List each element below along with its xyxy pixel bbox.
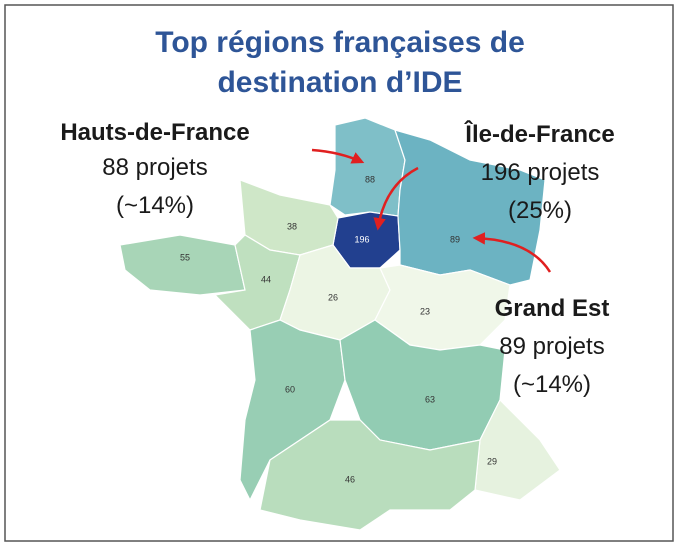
callout-line: 196 projets — [481, 159, 600, 186]
callout-line: (~14%) — [116, 192, 194, 219]
callout-name: Grand Est — [495, 295, 610, 322]
map: 88 196 89 38 55 44 26 23 60 63 29 46 — [119, 117, 561, 531]
region — [119, 234, 246, 296]
region-value: 63 — [425, 394, 435, 404]
region — [259, 419, 481, 531]
region-value: 55 — [180, 252, 190, 262]
region — [329, 117, 406, 217]
callout-name: Île-de-France — [464, 120, 614, 148]
region-value: 29 — [487, 456, 497, 466]
region-value: 23 — [420, 306, 430, 316]
callout-line: 89 projets — [499, 333, 604, 360]
region-value: 88 — [365, 174, 375, 184]
region-value: 89 — [450, 234, 460, 244]
arrow — [311, 148, 365, 164]
arrow — [472, 232, 552, 273]
callout-line: 88 projets — [102, 154, 207, 181]
region-value: 44 — [261, 274, 271, 284]
region — [474, 398, 561, 501]
region-value: 46 — [345, 474, 355, 484]
region-value: 38 — [287, 221, 297, 231]
region-value: 60 — [285, 384, 295, 394]
callout-line: (25%) — [508, 197, 572, 224]
region — [374, 264, 511, 351]
title-line: destination d’IDE — [217, 66, 462, 99]
callout-line: (~14%) — [513, 371, 591, 398]
region-value: 26 — [328, 292, 338, 302]
arrow — [373, 166, 419, 231]
callout-name: Hauts-de-France — [60, 119, 249, 146]
title-line: Top régions françaises de — [155, 26, 525, 59]
region-value: 196 — [354, 234, 369, 244]
